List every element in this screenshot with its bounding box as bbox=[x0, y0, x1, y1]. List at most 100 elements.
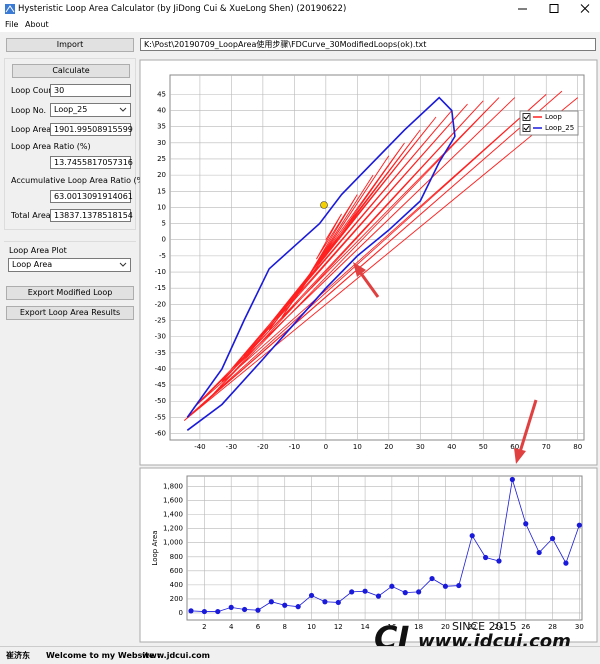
data-point bbox=[482, 554, 489, 561]
data-point bbox=[282, 602, 288, 608]
data-point bbox=[335, 599, 341, 606]
x-tick-label: 0 bbox=[324, 443, 328, 451]
data-point bbox=[429, 575, 435, 582]
y-tick-label: 1,000 bbox=[163, 539, 183, 547]
x-tick-label: 30 bbox=[575, 623, 584, 631]
plot-area bbox=[186, 475, 583, 621]
y-tick-label: 0 bbox=[179, 609, 183, 617]
x-tick-label: -20 bbox=[257, 443, 268, 451]
data-point bbox=[496, 558, 502, 564]
menu-bar bbox=[0, 18, 600, 32]
y-tick-label: -50 bbox=[155, 397, 166, 405]
import-button[interactable]: Import bbox=[6, 38, 134, 52]
field-label: Loop Count bbox=[11, 86, 57, 95]
y-tick-label: -45 bbox=[155, 381, 166, 389]
data-point bbox=[322, 599, 328, 605]
x-tick-label: 16 bbox=[387, 623, 396, 631]
y-tick-label: -20 bbox=[155, 300, 166, 308]
data-point bbox=[456, 582, 462, 589]
data-point bbox=[215, 608, 221, 615]
y-tick-label: 25 bbox=[157, 155, 166, 163]
x-tick-label: 4 bbox=[229, 623, 234, 631]
y-tick-label: -35 bbox=[155, 349, 166, 357]
x-tick-label: 50 bbox=[479, 443, 488, 451]
plot-select[interactable]: Loop Area bbox=[8, 258, 131, 272]
x-tick-label: 10 bbox=[307, 623, 316, 631]
data-point bbox=[349, 589, 355, 595]
calculate-button[interactable]: Calculate bbox=[12, 64, 130, 78]
field-input[interactable]: 13837.1378518154 bbox=[50, 209, 133, 222]
data-point bbox=[255, 607, 261, 613]
x-tick-label: 70 bbox=[542, 443, 551, 451]
field-label: Loop Area bbox=[11, 125, 52, 134]
x-tick-label: -30 bbox=[226, 443, 237, 451]
y-tick-label: 5 bbox=[162, 220, 166, 228]
legend-checkbox[interactable] bbox=[522, 113, 531, 121]
x-tick-label: 6 bbox=[256, 623, 261, 631]
menu-item[interactable]: About bbox=[25, 20, 49, 29]
x-tick-label: 14 bbox=[361, 623, 370, 631]
title-bar bbox=[0, 0, 600, 18]
y-tick-label: 10 bbox=[157, 203, 166, 211]
separator bbox=[4, 241, 136, 242]
window-controls[interactable] bbox=[500, 0, 600, 18]
x-tick-label: 40 bbox=[447, 443, 456, 451]
field-input[interactable]: 30 bbox=[50, 84, 131, 97]
field-label: Loop No. bbox=[11, 106, 47, 115]
field-label: Total Area bbox=[11, 211, 51, 220]
y-tick-label: 30 bbox=[157, 139, 166, 147]
legend-check bbox=[523, 125, 530, 131]
y-tick-label: -60 bbox=[155, 430, 166, 438]
data-point bbox=[523, 521, 529, 527]
data-point bbox=[563, 560, 569, 566]
export-results-button[interactable]: Export Loop Area Results bbox=[6, 306, 134, 320]
y-tick-label: 15 bbox=[157, 187, 166, 195]
export-modified-button[interactable]: Export Modified Loop bbox=[6, 286, 134, 300]
loop-select[interactable]: Loop_25 bbox=[50, 103, 131, 117]
field-input[interactable]: 13.7455817057316 bbox=[50, 156, 133, 169]
x-tick-label: 20 bbox=[441, 623, 450, 631]
menu-item[interactable]: File bbox=[5, 20, 19, 29]
y-tick-label: 45 bbox=[157, 90, 166, 98]
x-tick-label: 60 bbox=[510, 443, 519, 451]
window-title: Hysteristic Loop Area Calculator (by JiD… bbox=[18, 4, 347, 14]
data-point bbox=[576, 522, 582, 528]
series-line bbox=[186, 96, 456, 431]
x-tick-label: -40 bbox=[194, 443, 205, 451]
x-tick-label: -10 bbox=[289, 443, 300, 451]
series-line bbox=[183, 90, 578, 421]
legend-label: Loop_25 bbox=[545, 124, 574, 132]
data-point bbox=[188, 608, 194, 614]
data-point bbox=[295, 604, 301, 610]
y-tick-label: 800 bbox=[170, 553, 183, 561]
field-input[interactable]: 63.0013091914061 bbox=[50, 190, 133, 203]
data-point bbox=[268, 599, 274, 605]
y-tick-label: 1,400 bbox=[163, 511, 183, 519]
legend-label: Loop bbox=[545, 113, 562, 121]
y-tick-label: 1,600 bbox=[163, 497, 183, 505]
y-tick-label: -25 bbox=[155, 316, 166, 324]
y-tick-label: 400 bbox=[170, 581, 183, 589]
data-point bbox=[389, 583, 395, 589]
field-label: Loop Area Ratio (%) bbox=[11, 142, 91, 151]
field-input[interactable]: 1901.99508915599 bbox=[50, 123, 133, 136]
x-tick-label: 2 bbox=[202, 623, 206, 631]
y-tick-label: 20 bbox=[157, 171, 166, 179]
y-tick-label: 600 bbox=[170, 567, 183, 575]
data-point bbox=[442, 583, 449, 589]
data-point bbox=[416, 589, 422, 595]
y-tick-label: 200 bbox=[170, 595, 183, 603]
y-tick-label: 1,800 bbox=[163, 483, 183, 491]
y-tick-label: 35 bbox=[157, 123, 166, 131]
x-tick-label: 22 bbox=[468, 623, 477, 631]
x-tick-label: 8 bbox=[283, 623, 287, 631]
data-point bbox=[509, 476, 515, 483]
watermark-since: SINCE 2015 bbox=[452, 620, 517, 633]
legend-checkbox[interactable] bbox=[522, 124, 531, 132]
data-point bbox=[308, 592, 315, 599]
x-tick-label: 28 bbox=[548, 623, 557, 631]
file-path[interactable]: K:\Post\20190709_LoopArea使用步骤\FDCurve_30… bbox=[140, 38, 596, 51]
